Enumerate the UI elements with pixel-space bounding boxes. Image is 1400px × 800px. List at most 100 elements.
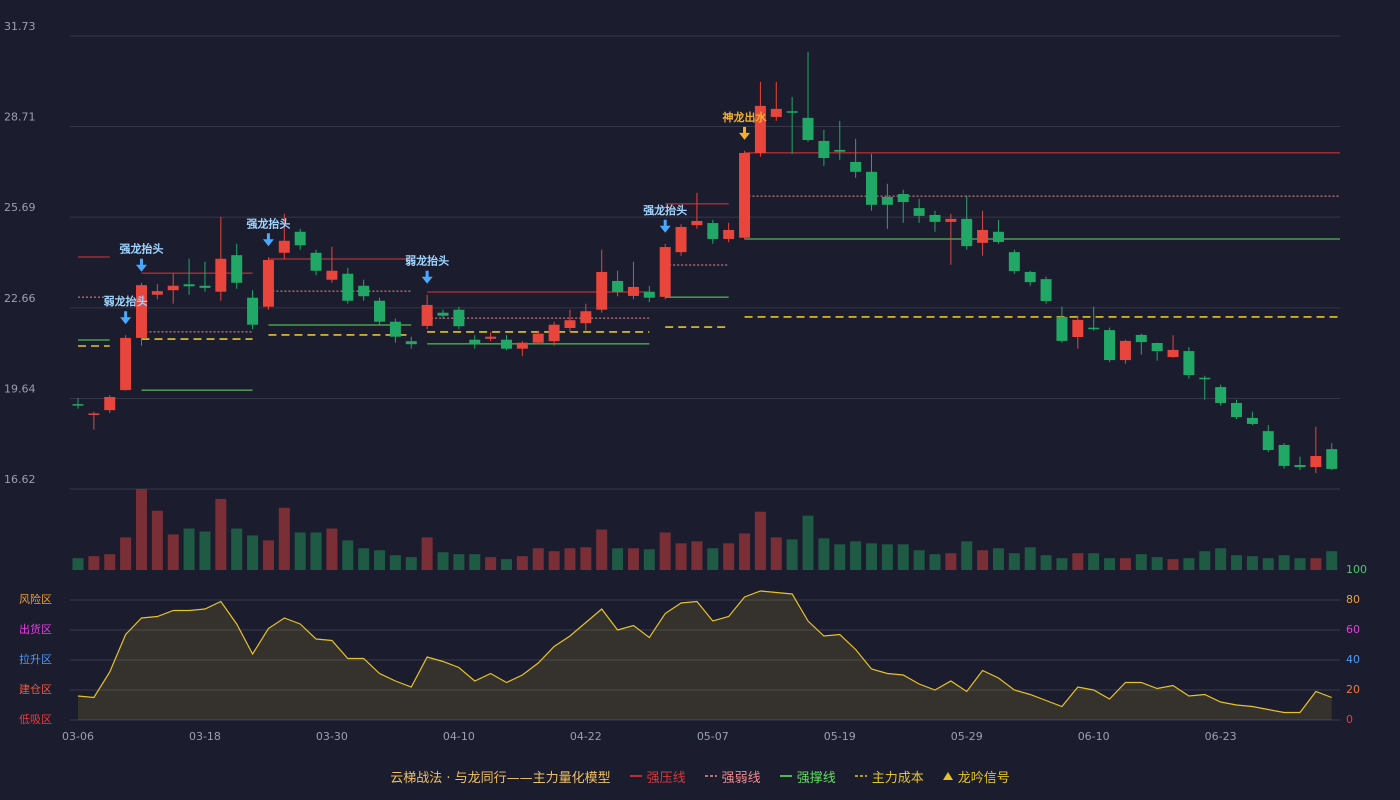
legend-item: 强压线 <box>629 767 686 786</box>
candle-body <box>1024 271 1036 283</box>
candle-body <box>1294 465 1306 468</box>
volume-bar <box>659 532 671 570</box>
candle-body <box>469 339 481 345</box>
volume-bar <box>104 554 116 570</box>
candle-body <box>675 226 687 253</box>
signal-label: 强龙抬头 <box>643 203 687 217</box>
candle-body <box>1326 449 1338 469</box>
volume-bar <box>897 544 909 570</box>
zone-label: 拉升区 <box>19 652 52 666</box>
candle-body <box>659 247 671 297</box>
candle-body <box>199 285 211 288</box>
volume-bar <box>739 533 751 570</box>
volume-bar <box>310 532 322 570</box>
candle-body <box>897 193 909 203</box>
legend-item: 强撑线 <box>779 767 836 786</box>
signal-arrow <box>120 311 132 325</box>
volume-bar <box>151 510 163 570</box>
signal-arrow <box>135 258 147 272</box>
candle-body <box>802 117 814 141</box>
legend-label: 龙吟信号 <box>957 770 1010 786</box>
volume-bar <box>1135 554 1147 570</box>
volume-bar <box>866 543 877 570</box>
volume-bar <box>199 531 211 570</box>
volume-bar <box>1040 555 1052 570</box>
volume-bar <box>1056 558 1068 570</box>
volume-bar <box>1310 558 1322 570</box>
y2-tick-label: 40 <box>1346 653 1360 666</box>
volume-bar <box>1088 553 1100 570</box>
volume-bar <box>564 548 576 570</box>
zone-label: 建仓区 <box>19 682 52 696</box>
legend-title: 云梯战法 · 与龙同行——主力量化模型 <box>390 770 611 786</box>
volume-bar <box>247 535 259 570</box>
signal-arrow <box>421 270 433 284</box>
volume-bar <box>643 549 655 570</box>
candle-body <box>627 286 639 296</box>
signal-label: 强龙抬头 <box>119 242 163 256</box>
candle-body <box>1199 377 1211 380</box>
y2-tick-label: 20 <box>1346 683 1360 696</box>
y-tick-label: 25.69 <box>4 201 36 214</box>
volume-bar <box>215 498 227 570</box>
x-tick-label: 04-22 <box>570 730 602 743</box>
candle-body <box>183 284 195 287</box>
zone-label: 风险区 <box>19 592 52 606</box>
candle-body <box>770 108 782 117</box>
volume-bar <box>612 548 624 570</box>
volume-bar <box>1119 558 1131 570</box>
volume-bar <box>532 548 544 570</box>
y-tick-label: 19.64 <box>4 382 36 395</box>
candle-body <box>247 297 259 325</box>
legend-swatch <box>704 775 717 777</box>
candle-body <box>72 404 84 406</box>
volume-bar <box>516 556 528 570</box>
candle-body <box>548 324 560 342</box>
x-tick-label: 05-07 <box>697 730 729 743</box>
candle-body <box>405 341 417 345</box>
volume-bar <box>294 532 306 570</box>
oscillator-line <box>77 590 1332 714</box>
x-tick-label: 06-23 <box>1205 730 1237 743</box>
volume-bar <box>675 543 687 570</box>
candle-body <box>1278 444 1290 466</box>
volume-bar <box>437 552 449 570</box>
volume-bar <box>469 554 481 570</box>
candle-body <box>294 231 306 246</box>
volume-bar <box>120 537 132 570</box>
candle-body <box>1008 252 1020 272</box>
candle-body <box>151 291 163 295</box>
legend-swatch <box>854 775 867 777</box>
candle-body <box>167 285 179 291</box>
signal-label: 神龙出水 <box>723 110 768 124</box>
candle-body <box>421 304 433 326</box>
candle-body <box>1231 402 1243 418</box>
legend-swatch <box>629 775 642 777</box>
candle-body <box>1262 431 1274 451</box>
volume-bar <box>691 541 703 570</box>
x-tick-label: 03-30 <box>316 730 348 743</box>
volume-bar <box>1151 557 1163 570</box>
volume-bar <box>1231 555 1243 570</box>
volume-bar <box>183 528 195 570</box>
candle-body <box>739 152 751 238</box>
y-tick-label: 16.62 <box>4 473 36 486</box>
volume-bar <box>389 555 401 570</box>
volume-bar <box>770 537 782 570</box>
candle-body <box>1040 279 1052 302</box>
candle-body <box>977 229 989 243</box>
candle-body <box>945 218 957 222</box>
candle-body <box>866 171 877 205</box>
signal-label: 强龙抬头 <box>246 216 290 230</box>
volume-bar <box>167 534 179 570</box>
volume-bar <box>358 548 370 570</box>
volume-bar <box>485 557 497 570</box>
candle-body <box>389 321 401 337</box>
candle-body <box>691 220 703 226</box>
volume-bar <box>818 538 830 570</box>
y-tick-label: 28.71 <box>4 111 36 124</box>
volume-bar <box>1072 553 1084 570</box>
volume-bar <box>278 507 290 570</box>
volume-bar <box>786 539 798 570</box>
volume-bar <box>754 511 766 570</box>
